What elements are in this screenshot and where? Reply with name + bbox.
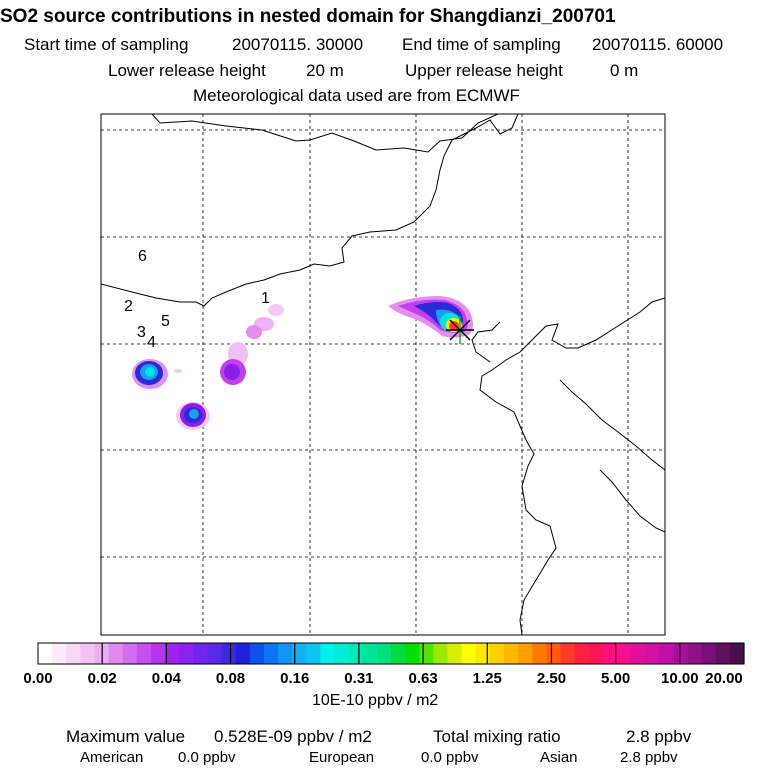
colorbar-cell xyxy=(602,643,618,664)
american-value: 0.0 ppbv xyxy=(178,749,236,766)
grid-lines xyxy=(101,114,665,635)
colorbar-cell xyxy=(588,643,604,664)
european-value: 0.0 ppbv xyxy=(421,749,479,766)
colorbar-cell xyxy=(179,643,194,664)
colorbar-cell xyxy=(320,643,336,664)
colorbar-cell xyxy=(546,643,562,664)
colorbar-tick-label: 0.08 xyxy=(215,670,246,687)
colorbar-cell xyxy=(687,643,703,664)
colorbar-cell xyxy=(376,643,392,664)
colorbar-cell xyxy=(532,643,547,664)
colorbar-cell xyxy=(616,643,632,664)
end-time-value: 20070115. 60000 xyxy=(592,35,724,54)
plume-contours xyxy=(132,296,473,430)
map-frame xyxy=(100,113,666,636)
colorbar-cell xyxy=(461,643,477,664)
colorbar-cell xyxy=(489,643,505,664)
total-mixing-value: 2.8 ppbv xyxy=(626,727,692,746)
colorbar-unit: 10E-10 ppbv / m2 xyxy=(312,692,439,709)
colorbar-cell xyxy=(362,643,378,664)
colorbar-cell xyxy=(419,643,434,664)
colorbar-cell xyxy=(631,643,646,664)
colorbar-tick-label: 0.02 xyxy=(87,670,117,687)
boundary-lines xyxy=(101,114,665,635)
source-label-2: 2 xyxy=(124,298,133,315)
source-label-4: 4 xyxy=(147,334,156,351)
colorbar-cell xyxy=(433,643,449,664)
colorbar-tick-label: 20.00 xyxy=(705,670,743,687)
colorbar-cell xyxy=(659,643,674,664)
asian-value: 2.8 ppbv xyxy=(620,749,678,766)
colorbar-tick-label: 1.25 xyxy=(472,670,502,687)
lower-height-value: 20 m xyxy=(306,61,344,80)
colorbar-cell xyxy=(518,643,533,664)
source-labels: 1 2 3 4 5 6 xyxy=(124,248,270,351)
colorbar-cell xyxy=(391,643,406,664)
colorbar-cell xyxy=(447,643,463,664)
colorbar-cell xyxy=(348,643,364,664)
colorbar-cell xyxy=(278,643,293,664)
european-label: European xyxy=(309,749,375,766)
colorbar-tick-label: 0.63 xyxy=(408,670,438,687)
end-time-label: End time of sampling xyxy=(402,35,561,54)
colorbar-cell xyxy=(38,643,53,664)
colorbar-cell xyxy=(52,643,67,664)
colorbar-cell xyxy=(221,643,237,664)
colorbar-cell xyxy=(136,643,152,664)
start-time-value: 20070115. 30000 xyxy=(232,35,364,54)
colorbar-cell xyxy=(645,643,660,664)
colorbar-cell xyxy=(108,643,124,664)
colorbar-frame xyxy=(37,642,745,665)
receptor-star-icon xyxy=(446,316,474,344)
map-title: SO2 source contributions in nested domai… xyxy=(0,6,616,27)
met-data-line: Meteorological data used are from ECMWF xyxy=(193,86,520,105)
american-label: American xyxy=(80,749,144,766)
max-value-label: Maximum value xyxy=(66,727,186,746)
colorbar-cell xyxy=(235,643,251,664)
source-label-1: 1 xyxy=(261,290,270,307)
colorbar-tick-label: 2.50 xyxy=(536,670,567,687)
colorbar-tick-label: 0.16 xyxy=(280,670,310,687)
upper-height-value: 0 m xyxy=(610,61,639,80)
colorbar-cell xyxy=(405,643,420,664)
colorbar-cell xyxy=(66,643,81,664)
start-time-label: Start time of sampling xyxy=(24,35,189,54)
colorbar-cell xyxy=(701,643,717,664)
colorbar-cell xyxy=(263,643,279,664)
source-label-5: 5 xyxy=(161,313,170,330)
colorbar-cell xyxy=(475,643,491,664)
colorbar-cell xyxy=(122,643,138,664)
upper-height-label: Upper release height xyxy=(405,61,563,80)
max-value: 0.528E-09 ppbv / m2 xyxy=(214,727,372,746)
source-label-3: 3 xyxy=(137,324,146,341)
colorbar-cells xyxy=(38,643,745,664)
lower-height-label: Lower release height xyxy=(108,61,266,80)
colorbar-tick-label: 0.00 xyxy=(23,670,53,687)
colorbar-cell xyxy=(193,643,209,664)
colorbar-cell xyxy=(729,643,745,664)
asian-label: Asian xyxy=(540,749,578,766)
colorbar-cell xyxy=(673,643,689,664)
source-label-6: 6 xyxy=(138,248,147,265)
colorbar-tick-label: 0.04 xyxy=(151,670,181,687)
colorbar-cell xyxy=(249,643,265,664)
colorbar-cell xyxy=(503,643,519,664)
colorbar-major-ticks xyxy=(101,643,681,664)
colorbar-cell xyxy=(165,643,180,664)
colorbar-cell xyxy=(715,643,731,664)
colorbar-cell xyxy=(150,643,166,664)
total-mixing-label: Total mixing ratio xyxy=(433,727,561,746)
colorbar-cell xyxy=(306,643,321,664)
colorbar-cell xyxy=(80,643,96,664)
colorbar-cell xyxy=(334,643,350,664)
colorbar-cell xyxy=(292,643,307,664)
colorbar-tick-label: 0.31 xyxy=(344,670,374,687)
colorbar-cell xyxy=(560,643,576,664)
colorbar-cell xyxy=(574,643,590,664)
colorbar-tick-label: 10.00 xyxy=(661,670,699,687)
colorbar-tick-label: 5.00 xyxy=(601,670,631,687)
colorbar-cell xyxy=(207,643,223,664)
